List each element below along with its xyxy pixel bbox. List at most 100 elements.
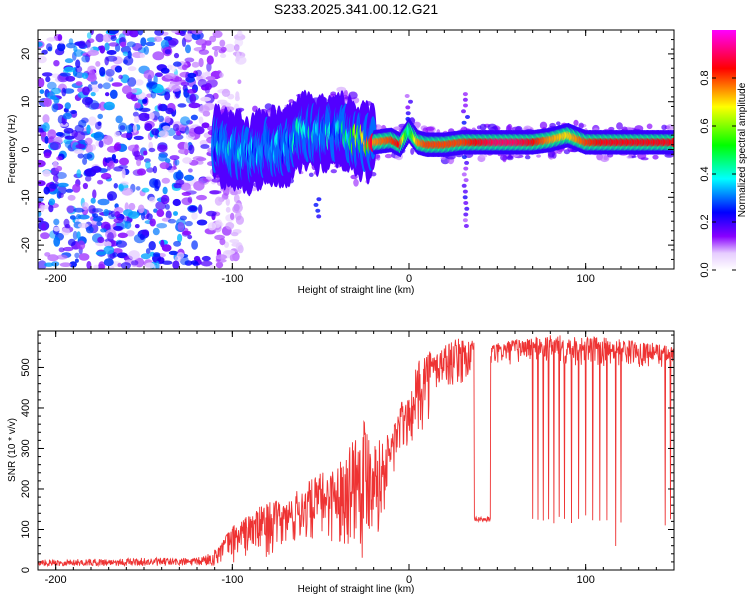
noise-blob [57,42,66,52]
noise-blob [141,229,150,236]
noise-blob [77,153,84,159]
noise-blob [69,215,76,220]
noise-blob [106,50,117,55]
streak-blob [463,178,469,183]
noise-blob [117,262,122,268]
noise-blob [62,246,74,252]
noise-blob [157,144,168,153]
noise-blob [53,236,61,247]
noise-blob [167,218,177,224]
noise-blob [200,144,210,149]
noise-blob [180,116,191,126]
noise-blob [145,161,151,169]
noise-blob [154,179,161,189]
noise-blob [145,262,155,269]
noise-blob [38,159,46,168]
noise-blob [177,233,183,243]
noise-blob [213,49,219,58]
y-tick-label: 0 [20,567,32,573]
noise-blob [64,58,74,64]
noise-blob [107,30,119,35]
noise-blob [92,217,103,222]
noise-blob [41,223,47,231]
signal-halo-blob [381,125,387,129]
noise-blob [161,177,170,184]
noise-blob [52,160,58,168]
noise-blob [90,197,96,204]
noise-blob [196,219,208,226]
noise-blob [46,43,53,51]
noise-blob [197,79,208,88]
noise-blob [164,49,171,55]
noise-blob [53,60,60,67]
noise-blob [229,254,235,262]
noise-blob [207,222,217,231]
noise-blob [221,88,231,97]
noise-blob [97,198,110,206]
noise-blob [231,242,240,247]
signal-halo-blob [626,155,632,159]
spectrogram-y-axis-label: Frequency (Hz) [7,115,18,184]
noise-blob [191,212,198,220]
noise-blob [156,209,165,218]
noise-blob [100,228,107,233]
noise-blob [91,220,97,226]
noise-blob [169,155,180,161]
signal-halo-blob [308,172,314,177]
signal-halo-blob [556,121,561,126]
noise-blob [142,98,148,104]
noise-blob [93,264,99,269]
noise-blob [201,122,210,129]
noise-blob [103,258,114,267]
noise-blob [113,225,123,231]
noise-blob [219,72,224,78]
noise-blob [122,51,129,57]
noise-blob [133,150,141,158]
x-tick-label: 0 [406,273,412,285]
noise-blob [143,46,149,55]
noise-blob [137,30,144,36]
signal-halo-blob [353,178,359,187]
spectrogram-heatmap [38,30,674,269]
noise-blob [74,252,80,259]
noise-blob [131,260,139,266]
noise-blob [235,211,242,221]
noise-blob [209,264,215,269]
noise-blob [57,34,63,42]
noise-blob [93,131,105,141]
noise-blob [67,194,76,201]
noise-blob [177,103,187,108]
noise-blob [152,227,160,236]
noise-blob [225,222,235,230]
noise-blob [64,102,72,110]
noise-blob [82,157,88,165]
noise-blob [74,124,85,133]
noise-blob [38,260,47,269]
noise-blob [110,35,117,42]
streak-blob [408,99,413,104]
spectrogram-y-ticks: -20 -10 0 10 20 [20,29,674,270]
noise-blob [66,42,76,49]
noise-blob [191,61,200,68]
noise-blob [193,126,205,135]
noise-blob [161,260,173,265]
streak-blob [461,109,466,114]
noise-blob [40,232,50,240]
noise-blob [174,159,180,166]
noise-blob [78,253,90,261]
noise-blob [56,156,63,161]
noise-blob [211,46,222,51]
streak-blob [463,166,469,171]
noise-blob [100,172,112,180]
noise-blob [183,174,195,181]
snr-series [38,335,674,568]
noise-blob [233,204,240,212]
noise-blob [62,112,72,120]
noise-blob [198,105,210,114]
streak-blob [404,94,410,98]
streak-blob [463,224,469,228]
noise-blob [164,91,171,101]
noise-blob [111,82,123,87]
noise-blob [155,260,160,269]
